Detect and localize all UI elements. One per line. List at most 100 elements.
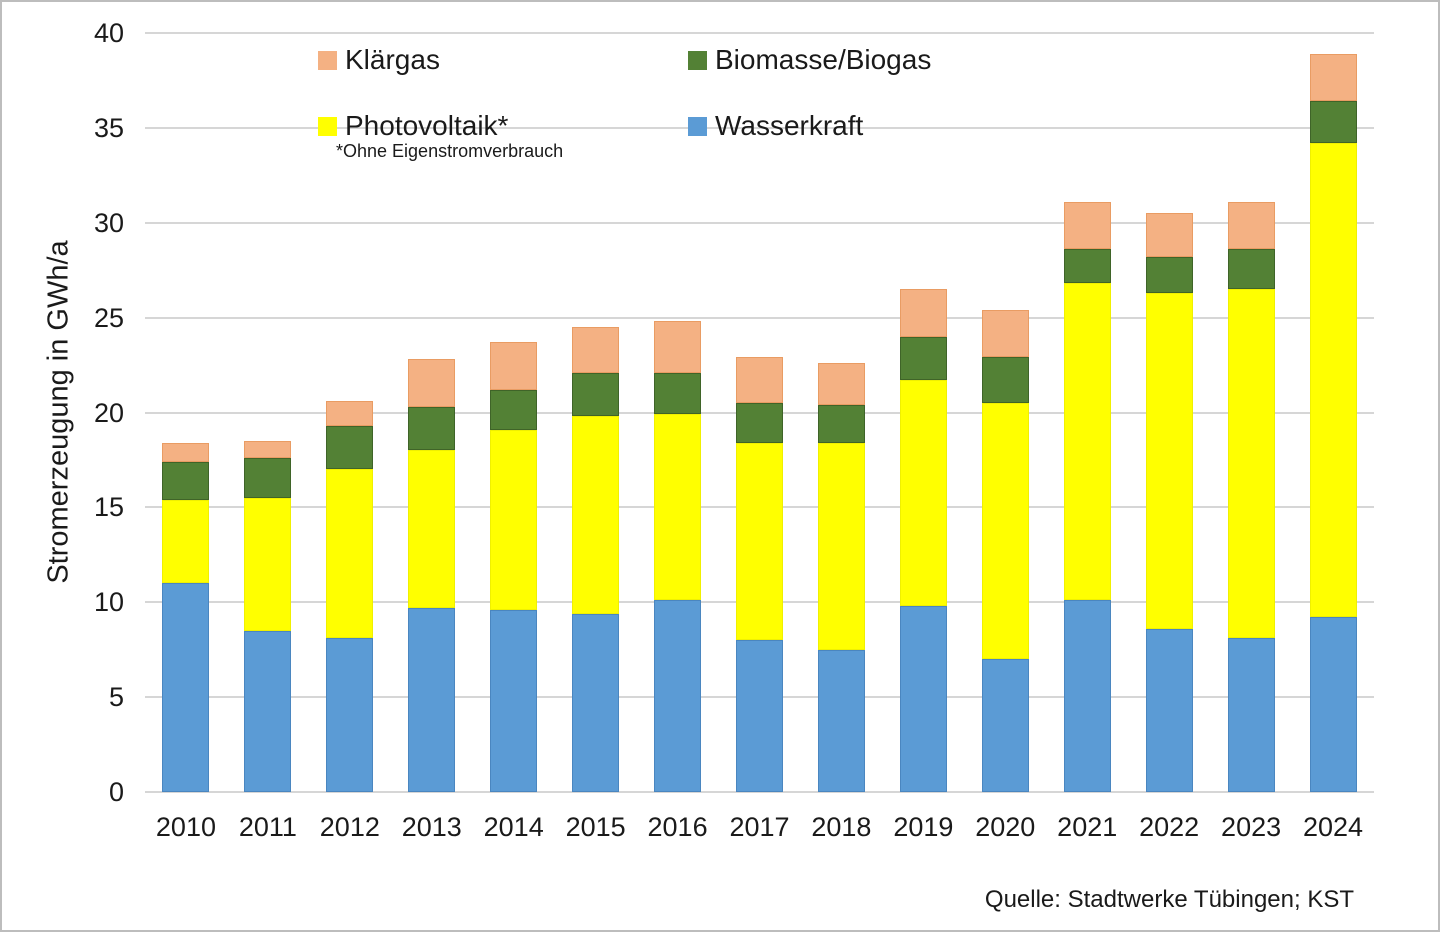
- bar-segment-kl-rgas-2021: [1063, 201, 1111, 250]
- legend-swatch-biomasse-biogas: [688, 50, 707, 70]
- y-tick-label-25: 25: [93, 302, 124, 333]
- y-tick-label-0: 0: [108, 777, 124, 807]
- bar-segment-photovoltaik-2022: [1145, 292, 1193, 629]
- legend-swatch-kl-rgas: [318, 50, 337, 70]
- bar-segment-biomasse-biogas-2013: [408, 406, 456, 451]
- bar-segment-wasserkraft-2020: [981, 659, 1029, 792]
- bar-segment-photovoltaik-2012: [326, 469, 374, 639]
- bar-segment-biomasse-biogas-2023: [1227, 249, 1275, 290]
- x-tick-label-2020: 2020: [975, 812, 1036, 842]
- bar-segment-biomasse-biogas-2020: [981, 357, 1029, 403]
- bar-segment-biomasse-biogas-2017: [736, 403, 783, 443]
- bar-segment-kl-rgas-2012: [326, 401, 374, 426]
- legend-item-photovoltaik: Photovoltaik*: [318, 110, 508, 142]
- bar-segment-photovoltaik-2013: [408, 450, 456, 608]
- y-tick-label-30: 30: [93, 207, 124, 238]
- legend-label-biomasse-biogas: Biomasse/Biogas: [715, 44, 932, 75]
- bar-segment-biomasse-biogas-2015: [572, 372, 620, 417]
- bar-segment-wasserkraft-2022: [1145, 628, 1193, 792]
- bar-segment-kl-rgas-2010: [162, 442, 210, 462]
- y-axis-title: Stromerzeugung in GWh/a: [42, 240, 75, 584]
- bar-segment-wasserkraft-2023: [1227, 638, 1275, 792]
- bar-segment-wasserkraft-2015: [572, 613, 620, 792]
- y-tick-label-35: 35: [93, 112, 124, 143]
- bar-segment-wasserkraft-2019: [899, 606, 947, 792]
- x-tick-label-2011: 2011: [238, 812, 297, 842]
- gridline-40: [145, 32, 1374, 34]
- bar-segment-kl-rgas-2018: [817, 363, 865, 405]
- y-tick-label-40: 40: [93, 18, 124, 48]
- legend-item-wasserkraft: Wasserkraft: [688, 110, 863, 142]
- bar-segment-photovoltaik-2024: [1309, 143, 1357, 618]
- bar-segment-biomasse-biogas-2011: [244, 458, 292, 498]
- bar-segment-wasserkraft-2011: [244, 630, 292, 792]
- bar-segment-wasserkraft-2024: [1309, 617, 1357, 792]
- bar-segment-wasserkraft-2012: [326, 638, 374, 792]
- bar-segment-wasserkraft-2021: [1063, 600, 1111, 792]
- bar-segment-kl-rgas-2013: [408, 359, 456, 407]
- x-tick-label-2013: 2013: [401, 812, 462, 842]
- bar-segment-biomasse-biogas-2010: [162, 461, 210, 500]
- legend-item-kl-rgas: Klärgas: [318, 44, 440, 76]
- gridline-0: [145, 791, 1374, 793]
- bar-segment-kl-rgas-2017: [736, 357, 783, 403]
- bar-segment-photovoltaik-2015: [572, 416, 620, 614]
- x-tick-label-2017: 2017: [729, 812, 790, 842]
- bar-segment-photovoltaik-2023: [1227, 289, 1275, 639]
- bar-segment-kl-rgas-2011: [244, 440, 292, 459]
- bar-segment-kl-rgas-2019: [899, 289, 947, 337]
- legend-item-biomasse-biogas: Biomasse/Biogas: [688, 44, 931, 76]
- bar-segment-biomasse-biogas-2021: [1063, 249, 1111, 284]
- x-tick-label-2012: 2012: [319, 812, 380, 842]
- legend-label-kl-rgas: Klärgas: [345, 44, 440, 75]
- y-tick-label-10: 10: [93, 587, 124, 618]
- x-tick-label-2021: 2021: [1057, 812, 1118, 842]
- x-tick-label-2010: 2010: [155, 812, 216, 842]
- y-tick-label-20: 20: [93, 397, 124, 428]
- bar-segment-kl-rgas-2015: [572, 327, 620, 373]
- x-tick-label-2018: 2018: [811, 812, 872, 842]
- bar-segment-photovoltaik-2017: [736, 442, 783, 641]
- legend-note: *Ohne Eigenstromverbrauch: [336, 141, 564, 161]
- bar-segment-wasserkraft-2010: [162, 583, 210, 792]
- bar-segment-wasserkraft-2014: [490, 609, 538, 792]
- x-tick-label-2023: 2023: [1221, 812, 1282, 842]
- legend-label-wasserkraft: Wasserkraft: [715, 110, 864, 141]
- bar-segment-biomasse-biogas-2014: [490, 389, 538, 430]
- bar-segment-biomasse-biogas-2012: [326, 425, 374, 470]
- bar-segment-biomasse-biogas-2022: [1145, 256, 1193, 293]
- bar-segment-photovoltaik-2011: [244, 497, 292, 631]
- legend-label-photovoltaik: Photovoltaik*: [345, 110, 509, 141]
- y-tick-label-15: 15: [93, 492, 124, 523]
- gridline-25: [145, 316, 1374, 319]
- bar-segment-photovoltaik-2019: [899, 380, 947, 607]
- bar-segment-photovoltaik-2018: [817, 442, 865, 650]
- bar-segment-kl-rgas-2024: [1309, 53, 1357, 102]
- x-tick-label-2016: 2016: [647, 812, 708, 842]
- gridline-30: [145, 221, 1374, 224]
- x-tick-label-2014: 2014: [483, 812, 544, 842]
- bar-segment-biomasse-biogas-2019: [899, 336, 947, 381]
- source-attribution: Quelle: Stadtwerke Tübingen; KST: [984, 886, 1354, 913]
- x-tick-label-2024: 2024: [1302, 812, 1364, 842]
- bar-segment-photovoltaik-2021: [1063, 283, 1111, 601]
- gridline-35: [145, 126, 1374, 129]
- bar-segment-kl-rgas-2014: [490, 342, 538, 390]
- x-tick-label-2019: 2019: [893, 812, 954, 842]
- legend-swatch-wasserkraft: [688, 116, 707, 136]
- bar-segment-kl-rgas-2023: [1227, 201, 1275, 250]
- bar-segment-kl-rgas-2016: [654, 321, 702, 373]
- bar-segment-kl-rgas-2022: [1145, 213, 1193, 257]
- bar-segment-wasserkraft-2016: [654, 600, 702, 792]
- y-tick-label-5: 5: [108, 682, 124, 713]
- x-tick-label-2022: 2022: [1139, 812, 1200, 842]
- bar-segment-photovoltaik-2014: [490, 429, 538, 610]
- bar-segment-biomasse-biogas-2018: [817, 404, 865, 443]
- bar-segment-biomasse-biogas-2024: [1309, 101, 1357, 144]
- bar-segment-photovoltaik-2016: [654, 414, 702, 601]
- bar-segment-biomasse-biogas-2016: [654, 372, 702, 415]
- bar-segment-wasserkraft-2017: [736, 640, 783, 792]
- bar-segment-photovoltaik-2020: [981, 403, 1029, 660]
